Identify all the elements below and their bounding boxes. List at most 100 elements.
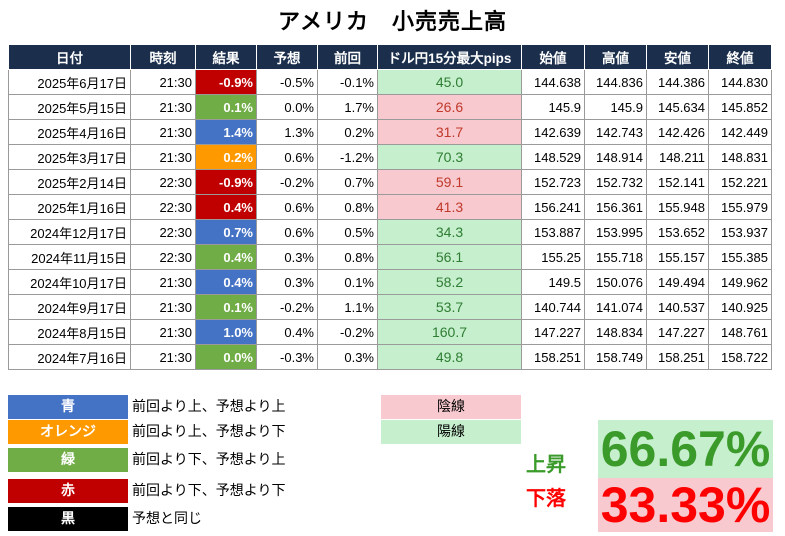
col-header-close: 終値	[708, 44, 772, 70]
legend-item: 青前回より上、予想より上	[8, 395, 508, 419]
cell-result: 0.1%	[195, 294, 257, 320]
cell-result: 0.0%	[195, 344, 257, 370]
cell-low: 144.386	[646, 69, 709, 95]
cell-date: 2024年7月16日	[8, 344, 131, 370]
legend-description: 前回より上、予想より上	[132, 399, 286, 415]
cell-close: 140.925	[708, 294, 772, 320]
table-row: 2024年10月17日 21:30 0.4% 0.3% 0.1% 58.2 149.5 150…	[8, 269, 772, 295]
up-label: 上昇	[526, 452, 566, 476]
table-row: 2025年2月14日 22:30 -0.9% -0.2% 0.7% 59.1 152.723…	[8, 169, 772, 195]
cell-high: 158.749	[584, 344, 647, 370]
cell-time: 21:30	[130, 344, 196, 370]
cell-previous: -1.2%	[317, 144, 378, 170]
cell-result: 0.7%	[195, 219, 257, 245]
cell-pips: 49.8	[377, 344, 522, 370]
table-row: 2025年6月17日 21:30 -0.9% -0.5% -0.1% 45.0 144.63…	[8, 69, 772, 95]
cell-low: 153.652	[646, 219, 709, 245]
bearish-legend: 陰線	[381, 395, 521, 419]
cell-time: 21:30	[130, 94, 196, 120]
cell-result: 0.4%	[195, 244, 257, 270]
cell-low: 140.537	[646, 294, 709, 320]
cell-result: 0.4%	[195, 269, 257, 295]
legend-color-chip: オレンジ	[8, 420, 128, 444]
cell-pips: 26.6	[377, 94, 522, 120]
cell-previous: 0.8%	[317, 244, 378, 270]
legend-color-chip: 赤	[8, 479, 128, 503]
cell-previous: -0.1%	[317, 69, 378, 95]
cell-open: 156.241	[521, 194, 585, 220]
cell-previous: 0.5%	[317, 219, 378, 245]
cell-high: 155.718	[584, 244, 647, 270]
legend-item: 赤前回より下、予想より下	[8, 479, 508, 503]
cell-pips: 34.3	[377, 219, 522, 245]
cell-high: 148.914	[584, 144, 647, 170]
cell-open: 149.5	[521, 269, 585, 295]
up-percentage: 66.67%	[598, 420, 773, 478]
table-row: 2024年11月15日 22:30 0.4% 0.3% 0.8% 56.1 155.25 15…	[8, 244, 772, 270]
cell-high: 152.732	[584, 169, 647, 195]
cell-high: 141.074	[584, 294, 647, 320]
col-header-date: 日付	[8, 44, 131, 70]
cell-result: 0.1%	[195, 94, 257, 120]
table-row: 2024年12月17日 22:30 0.7% 0.6% 0.5% 34.3 153.887 1…	[8, 219, 772, 245]
cell-open: 152.723	[521, 169, 585, 195]
cell-forecast: -0.2%	[256, 294, 318, 320]
cell-forecast: 0.6%	[256, 219, 318, 245]
cell-date: 2025年3月17日	[8, 144, 131, 170]
cell-forecast: 1.3%	[256, 119, 318, 145]
cell-previous: 0.2%	[317, 119, 378, 145]
cell-previous: 1.7%	[317, 94, 378, 120]
cell-pips: 31.7	[377, 119, 522, 145]
col-header-low: 安値	[646, 44, 709, 70]
legend-color-chip: 黒	[8, 507, 128, 531]
cell-open: 148.529	[521, 144, 585, 170]
cell-close: 145.852	[708, 94, 772, 120]
cell-pips: 45.0	[377, 69, 522, 95]
cell-close: 144.830	[708, 69, 772, 95]
table-row: 2024年8月15日 21:30 1.0% 0.4% -0.2% 160.7 147.227…	[8, 319, 772, 345]
cell-open: 145.9	[521, 94, 585, 120]
cell-high: 145.9	[584, 94, 647, 120]
table-row: 2024年9月17日 21:30 0.1% -0.2% 1.1% 53.7 140.744 1…	[8, 294, 772, 320]
table-row: 2025年5月15日 21:30 0.1% 0.0% 1.7% 26.6 145.9 145.…	[8, 94, 772, 120]
cell-previous: 0.3%	[317, 344, 378, 370]
cell-high: 153.995	[584, 219, 647, 245]
cell-date: 2025年1月16日	[8, 194, 131, 220]
cell-date: 2024年10月17日	[8, 269, 131, 295]
legend-color-chip: 緑	[8, 448, 128, 472]
cell-low: 148.211	[646, 144, 709, 170]
col-header-pips: ドル円15分最大pips	[377, 44, 522, 70]
cell-high: 148.834	[584, 319, 647, 345]
cell-open: 147.227	[521, 319, 585, 345]
table-row: 2025年4月16日 21:30 1.4% 1.3% 0.2% 31.7 142.639 14…	[8, 119, 772, 145]
col-header-previous: 前回	[317, 44, 378, 70]
cell-time: 21:30	[130, 269, 196, 295]
cell-previous: 0.8%	[317, 194, 378, 220]
legend-color-chip: 青	[8, 395, 128, 419]
cell-pips: 160.7	[377, 319, 522, 345]
cell-open: 158.251	[521, 344, 585, 370]
cell-close: 158.722	[708, 344, 772, 370]
cell-close: 155.385	[708, 244, 772, 270]
col-header-open: 始値	[521, 44, 585, 70]
cell-open: 140.744	[521, 294, 585, 320]
legend-item: オレンジ 前回より上、予想より下	[8, 420, 508, 444]
cell-low: 158.251	[646, 344, 709, 370]
cell-time: 21:30	[130, 119, 196, 145]
cell-low: 152.141	[646, 169, 709, 195]
cell-open: 144.638	[521, 69, 585, 95]
cell-high: 156.361	[584, 194, 647, 220]
cell-open: 155.25	[521, 244, 585, 270]
col-header-result: 結果	[195, 44, 257, 70]
cell-time: 22:30	[130, 244, 196, 270]
cell-close: 155.979	[708, 194, 772, 220]
cell-close: 148.831	[708, 144, 772, 170]
legend-description: 予想と同じ	[132, 511, 202, 527]
cell-result: 0.2%	[195, 144, 257, 170]
cell-time: 22:30	[130, 194, 196, 220]
cell-date: 2025年6月17日	[8, 69, 131, 95]
cell-pips: 56.1	[377, 244, 522, 270]
cell-date: 2025年5月15日	[8, 94, 131, 120]
legend-description: 前回より下、予想より上	[132, 452, 286, 468]
cell-low: 145.634	[646, 94, 709, 120]
